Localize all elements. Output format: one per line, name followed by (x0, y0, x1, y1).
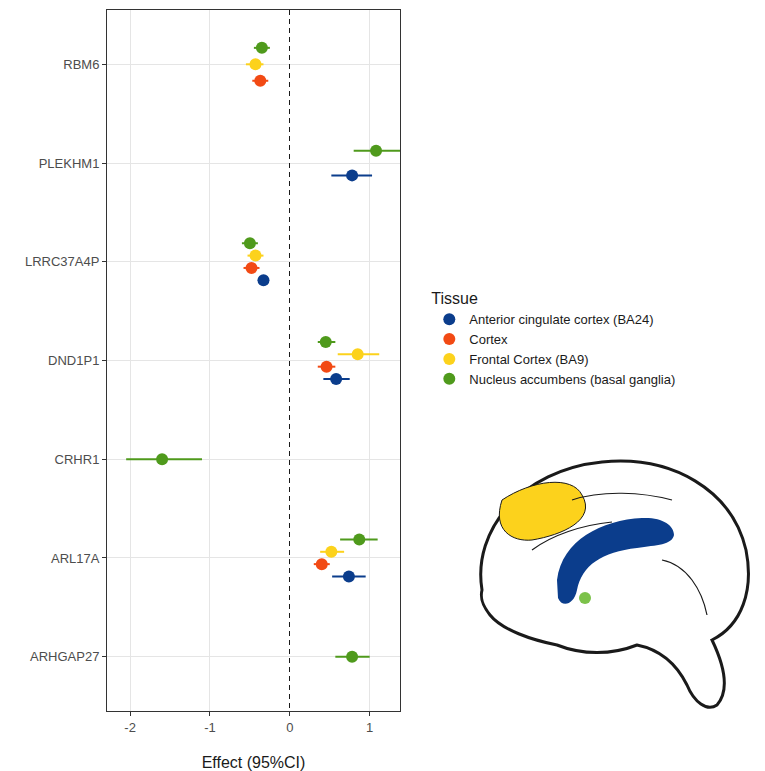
svg-text:Nucleus accumbens (basal gangl: Nucleus accumbens (basal ganglia) (469, 372, 675, 387)
svg-text:Anterior cingulate cortex (BA2: Anterior cingulate cortex (BA24) (469, 312, 653, 327)
svg-text:Tissue: Tissue (431, 290, 478, 307)
svg-text:RBM6: RBM6 (63, 57, 99, 72)
svg-text:-2: -2 (124, 720, 136, 735)
svg-text:-1: -1 (204, 720, 216, 735)
svg-text:Effect (95%CI): Effect (95%CI) (202, 754, 306, 771)
svg-text:CRHR1: CRHR1 (55, 452, 100, 467)
svg-text:LRRC37A4P: LRRC37A4P (25, 254, 99, 269)
svg-text:Cortex: Cortex (469, 332, 508, 347)
svg-text:0: 0 (286, 720, 293, 735)
svg-text:ARHGAP27: ARHGAP27 (30, 649, 99, 664)
svg-text:PLEKHM1: PLEKHM1 (39, 156, 100, 171)
svg-text:Frontal Cortex (BA9): Frontal Cortex (BA9) (469, 352, 588, 367)
svg-text:DND1P1: DND1P1 (48, 353, 99, 368)
svg-text:1: 1 (366, 720, 373, 735)
svg-text:ARL17A: ARL17A (51, 551, 100, 566)
